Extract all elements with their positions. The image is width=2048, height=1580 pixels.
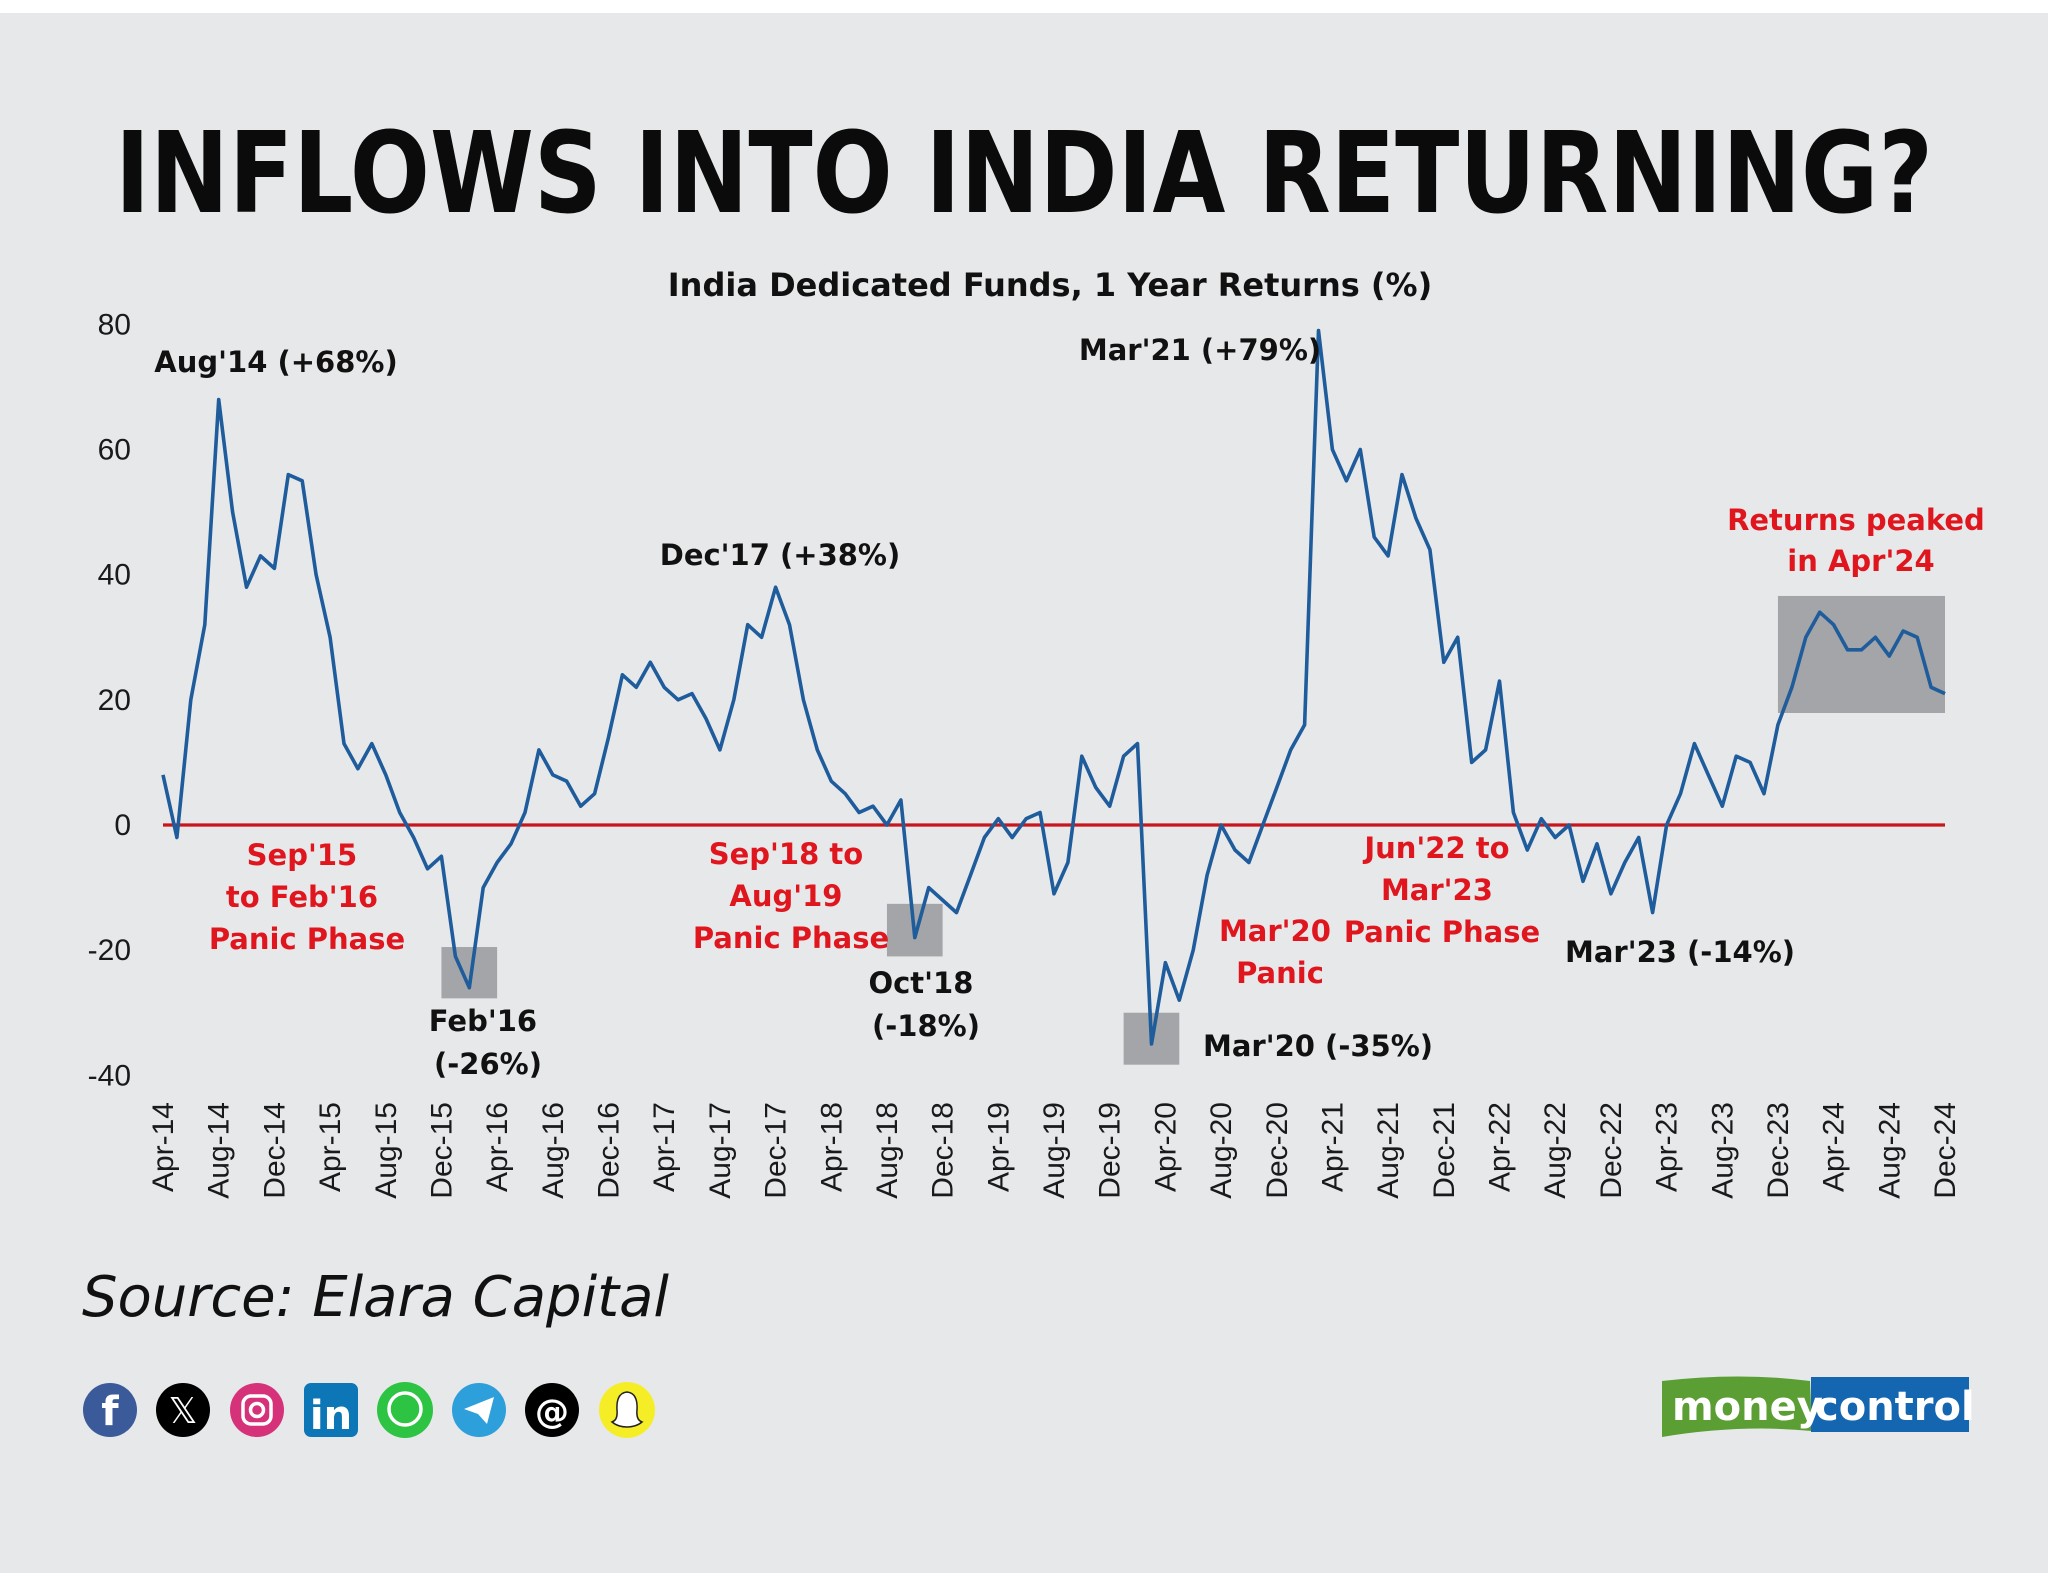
background [0, 13, 2048, 1573]
threads-icon[interactable]: @ [525, 1383, 579, 1437]
annotation-mar20-low: Mar'20 (-35%) [1203, 1029, 1433, 1063]
x-tick-label: Dec-17 [760, 1102, 793, 1199]
annotation-apr24-peak: Returns peaked in Apr'24 [1727, 503, 1995, 578]
x-tick-label: Aug-21 [1372, 1102, 1405, 1199]
annotation-feb16-low: Feb'16 (-26%) [429, 1004, 547, 1081]
telegram-icon[interactable] [452, 1383, 506, 1437]
svg-text:in: in [310, 1393, 352, 1439]
x-tick-label: Aug-22 [1539, 1102, 1572, 1199]
x-tick-label: Aug-18 [871, 1102, 904, 1199]
x-tick-label: Dec-21 [1428, 1102, 1461, 1199]
x-tick-label: Dec-23 [1762, 1102, 1795, 1199]
whatsapp-icon[interactable] [377, 1382, 433, 1438]
annotation-oct18-low: Oct'18 (-18%) [868, 966, 983, 1043]
x-tick-label: Dec-24 [1929, 1102, 1962, 1199]
annotation-panic-2022: Jun'22 to Mar'23 Panic Phase [1344, 831, 1540, 949]
svg-text:f: f [101, 1389, 119, 1435]
y-tick-label: 80 [98, 308, 131, 341]
chart-title: India Dedicated Funds, 1 Year Returns (%… [668, 266, 1432, 304]
x-tick-label: Dec-20 [1261, 1102, 1294, 1199]
x-tick-label: Apr-24 [1818, 1102, 1851, 1192]
annotations: Aug'14 (+68%) Dec'17 (+38%) Mar'21 (+79%… [154, 333, 1995, 1081]
annotation-panic-2018: Sep'18 to Aug'19 Panic Phase [693, 837, 889, 955]
x-tick-label: Dec-18 [927, 1102, 960, 1199]
x-tick-label: Aug-17 [704, 1102, 737, 1199]
x-tick-label: Aug-15 [370, 1102, 403, 1199]
x-tick-label: Apr-14 [147, 1102, 180, 1192]
facebook-icon[interactable]: f [83, 1383, 137, 1437]
x-tick-label: Aug-20 [1205, 1102, 1238, 1199]
svg-text:𝕏: 𝕏 [168, 1391, 197, 1432]
y-tick-label: 60 [98, 434, 131, 467]
y-tick-label: 40 [98, 559, 131, 592]
x-tick-label: Aug-24 [1873, 1102, 1906, 1199]
y-tick-label: -40 [88, 1059, 131, 1092]
y-tick-label: -20 [88, 934, 131, 967]
x-tick-label: Aug-19 [1038, 1102, 1071, 1199]
x-tick-label: Apr-20 [1149, 1102, 1182, 1192]
annotation-aug14-peak: Aug'14 (+68%) [154, 345, 397, 379]
x-tick-label: Apr-17 [648, 1102, 681, 1192]
x-tick-label: Aug-16 [537, 1102, 570, 1199]
svg-text:control: control [1815, 1384, 1975, 1430]
snapchat-icon[interactable] [599, 1382, 655, 1438]
annotation-mar23-low: Mar'23 (-14%) [1565, 935, 1795, 969]
moneycontrol-logo[interactable]: money control [1662, 1376, 1975, 1438]
x-tick-label: Apr-21 [1316, 1102, 1349, 1192]
x-tick-label: Apr-22 [1484, 1102, 1517, 1192]
svg-text:@: @ [535, 1392, 569, 1432]
x-tick-label: Dec-15 [425, 1102, 458, 1199]
x-icon[interactable]: 𝕏 [156, 1383, 210, 1437]
highlight-box-0 [441, 947, 498, 999]
x-tick-label: Apr-23 [1651, 1102, 1684, 1192]
annotation-panic-2015: Sep'15 to Feb'16 Panic Phase [209, 838, 405, 956]
page-title: INFLOWS INTO INDIA RETURNING? [115, 109, 1933, 239]
annotation-dec17-peak: Dec'17 (+38%) [660, 538, 900, 572]
instagram-icon[interactable] [230, 1383, 284, 1437]
series-line [161, 328, 1946, 1046]
x-tick-label: Aug-14 [203, 1102, 236, 1199]
x-tick-label: Apr-19 [982, 1102, 1015, 1192]
y-tick-label: 20 [98, 684, 131, 717]
x-tick-label: Dec-14 [258, 1102, 291, 1199]
x-tick-label: Apr-15 [314, 1102, 347, 1192]
x-tick-label: Apr-18 [815, 1102, 848, 1192]
highlight-boxes [441, 595, 1945, 1065]
annotation-mar21-peak: Mar'21 (+79%) [1079, 333, 1321, 367]
x-axis-ticks: Apr-14 Aug-14 Dec-14 Apr-15 Aug-15 Dec-15 Apr-… [147, 1102, 1962, 1199]
x-tick-label: Dec-16 [593, 1102, 626, 1199]
annotation-mar20-panic: Mar'20 Panic [1219, 914, 1341, 990]
social-icons: f 𝕏 in @ [83, 1382, 655, 1439]
x-tick-label: Dec-19 [1094, 1102, 1127, 1199]
highlight-box-3 [1777, 595, 1945, 713]
linkedin-icon[interactable]: in [304, 1383, 358, 1439]
svg-text:money: money [1672, 1384, 1823, 1430]
source-credit: Source: Elara Capital [82, 1265, 669, 1330]
x-tick-label: Apr-16 [481, 1102, 514, 1192]
y-tick-label: 0 [114, 809, 131, 842]
x-tick-label: Dec-22 [1595, 1102, 1628, 1199]
y-axis-ticks: 80 60 40 20 0 -20 -40 [88, 308, 131, 1092]
x-tick-label: Aug-23 [1706, 1102, 1739, 1199]
